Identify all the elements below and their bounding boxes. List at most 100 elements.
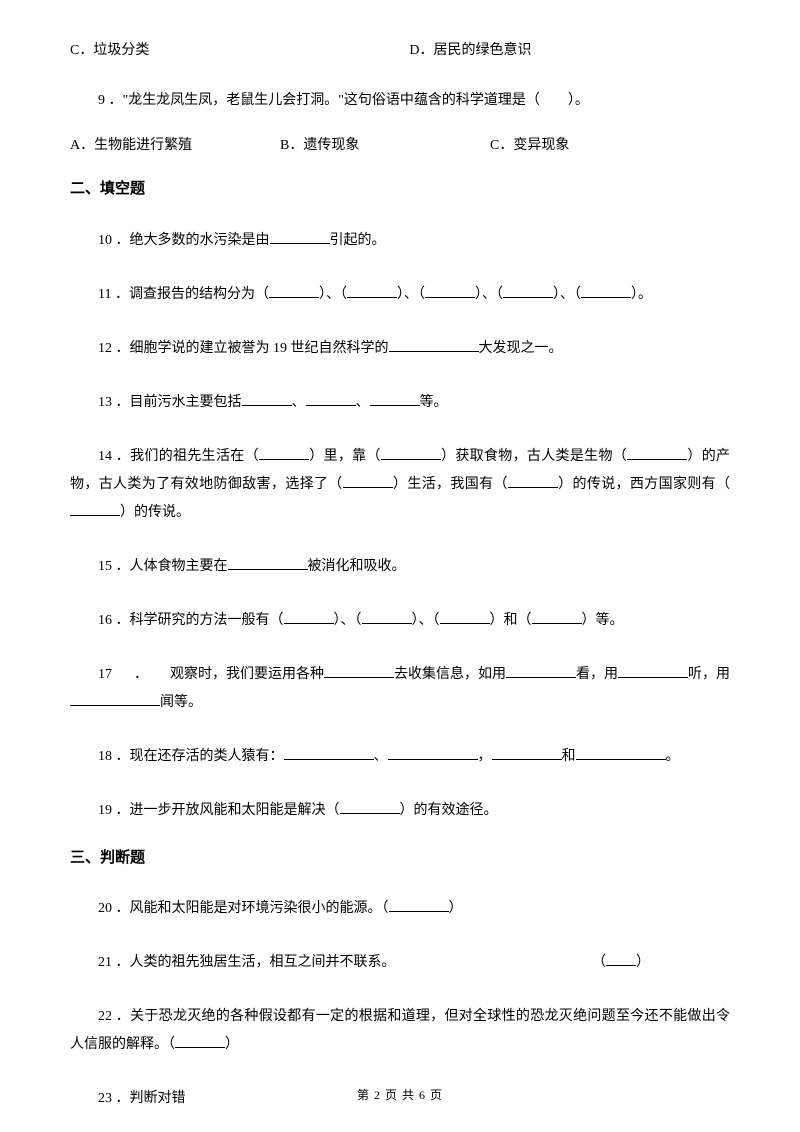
q14-p6: ）的传说，西方国家则有（ [558,477,730,492]
q21-p1: 21 ．人类的祖先独居生活，相互之间并不联系。 [70,949,396,977]
question-12: 12 ．细胞学说的建立被誉为 19 世纪自然科学的 大发现之一。 [70,335,730,363]
blank [175,1033,225,1048]
options-row: C．垃圾分类 D．居民的绿色意识 [70,40,730,61]
q14-p2: ）里，靠（ [309,449,381,464]
blank [343,472,393,487]
q19-p2: ）的有效途径。 [400,803,498,818]
q9-choices: A．生物能进行繁殖 B．遗传现象 C．变异现象 [70,135,730,156]
blank [389,897,449,912]
q17-l1e: 看，用 [576,667,618,682]
q16-p5: ）等。 [582,613,624,628]
question-16: 16 ．科学研究的方法一般有（ ）、（ ）、（ ）和（ ）等。 [70,607,730,635]
question-13: 13 ．目前污水主要包括 、 、 等。 [70,389,730,417]
blank [284,608,334,623]
question-17: 17 ． 观察时，我们要运用各种 去收集信息，如用 看，用 听，用 闻等。 [70,661,730,717]
blank [284,744,374,759]
q14-p5: ）生活，我国有（ [393,477,508,492]
q11-p6: ）。 [631,287,652,302]
q13-p3: 、 [356,395,370,410]
q15-p2: 被消化和吸收。 [308,559,406,574]
q18-p5: 。 [666,749,680,764]
blank [259,444,309,459]
q18-p3: ， [478,749,492,764]
q9-choice-c: C．变异现象 [490,135,569,156]
question-11: 11 ．调查报告的结构分为（ ）、（ ）、（ ）、（ ）、（ ）。 [70,281,730,309]
question-22: 22 ．关于恐龙灭绝的各种假设都有一定的根据和道理，但对全球性的恐龙灭绝问题至今… [70,1003,730,1059]
q18-p2: 、 [374,749,388,764]
q21-p2: （ [592,955,606,970]
blank [581,282,631,297]
q13-p4: 等。 [420,395,448,410]
q18-p1: 18 ．现在还存活的类人猿有： [98,749,284,764]
q11-p3: ）、（ [397,287,425,302]
blank [269,282,319,297]
q19-p1: 19 ．进一步开放风能和太阳能是解决（ [98,803,340,818]
blank [370,390,420,405]
blank [347,282,397,297]
q22-p1: 22 ．关于恐龙灭绝的各种假设都有一定的根据和道理，但对全球性的恐龙灭绝问题至今… [70,1009,730,1052]
blank [606,952,636,966]
blank [532,608,582,623]
blank [70,500,120,515]
q17-l1f: 听，用 [688,667,730,682]
q14-p3: ）获取食物，古人类是生物（ [441,449,627,464]
blank [362,608,412,623]
blank [425,282,475,297]
q16-p1: 16 ．科学研究的方法一般有（ [98,613,284,628]
section-2-heading: 二、填空题 [70,178,730,201]
blank [627,444,687,459]
question-10: 10 ．绝大多数的水污染是由 引起的。 [70,227,730,255]
blank [270,228,330,243]
q12-p2: 大发现之一。 [479,341,563,356]
q9-choice-a: A．生物能进行繁殖 [70,135,280,156]
q11-p5: ）、（ [553,287,581,302]
q18-p4: 和 [562,749,576,764]
q17-l1d: 去收集信息，如用 [394,667,506,682]
blank [381,444,441,459]
q17-l1b: ． [134,661,148,689]
q11-p2: ）、（ [319,287,347,302]
question-14: 14 ．我们的祖先生活在（）里，靠（）获取食物，古人类是生物（）的产物，古人类为… [70,443,730,527]
q14-p7: ）的传说。 [120,505,190,520]
question-19: 19 ．进一步开放风能和太阳能是解决（ ）的有效途径。 [70,797,730,825]
blank [306,390,356,405]
q11-p1: 11 ．调查报告的结构分为（ [98,287,269,302]
blank [618,662,688,677]
q21-p3: ） [636,955,650,970]
blank [576,744,666,759]
blank [503,282,553,297]
q17-l1c: 观察时，我们要运用各种 [170,667,324,682]
blank [228,554,308,569]
blank [492,744,562,759]
q9-choice-b: B．遗传现象 [280,135,490,156]
blank [242,390,292,405]
q22-p2: ） [225,1037,239,1052]
question-21: 21 ．人类的祖先独居生活，相互之间并不联系。 （ ） [70,949,730,977]
q14-p1: 14 ．我们的祖先生活在（ [98,449,259,464]
q15-p1: 15 ．人体食物主要在 [98,559,228,574]
q11-p4: ）、（ [475,287,503,302]
q20-p1: 20 ．风能和太阳能是对环境污染很小的能源。（ [98,901,389,916]
q20-p2: ） [449,901,463,916]
q17-l2: 闻等。 [160,695,202,710]
q16-p2: ）、（ [334,613,362,628]
q16-p3: ）、（ [412,613,440,628]
q13-p2: 、 [292,395,306,410]
question-18: 18 ．现在还存活的类人猿有： 、 ， 和 。 [70,743,730,771]
page-footer: 第 2 页 共 6 页 [0,1086,800,1104]
blank [508,472,558,487]
question-9: 9 ．"龙生龙凤生凤，老鼠生儿会打洞。"这句俗语中蕴含的科学道理是（ ）。 [70,87,730,115]
q13-p1: 13 ．目前污水主要包括 [98,395,242,410]
q12-p1: 12 ．细胞学说的建立被誉为 19 世纪自然科学的 [98,341,389,356]
option-c: C．垃圾分类 [70,40,149,61]
q10-p2: 引起的。 [330,233,386,248]
section-3-heading: 三、判断题 [70,847,730,870]
q16-p4: ）和（ [490,613,532,628]
option-d: D．居民的绿色意识 [409,40,531,61]
blank [388,744,478,759]
q10-p1: 10 ．绝大多数的水污染是由 [98,233,270,248]
blank [340,798,400,813]
question-20: 20 ．风能和太阳能是对环境污染很小的能源。（ ） [70,895,730,923]
blank [440,608,490,623]
q17-l1a: 17 [70,661,112,689]
